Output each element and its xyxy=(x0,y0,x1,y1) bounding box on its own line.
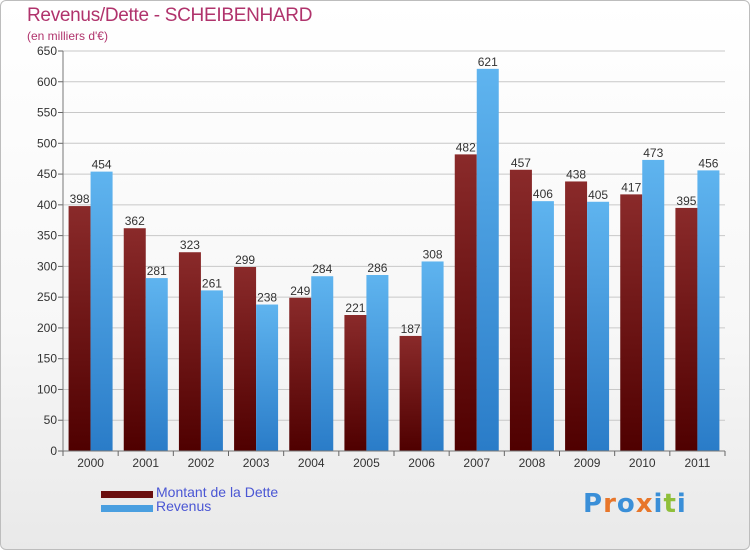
bar-debt xyxy=(565,181,588,451)
bar-debt xyxy=(344,315,367,451)
data-label-revenus: 281 xyxy=(147,264,167,278)
bar-debt xyxy=(123,228,146,451)
legend-label-revenus: Revenus xyxy=(156,498,212,514)
bar-revenus xyxy=(587,201,610,451)
bar-revenus xyxy=(421,261,444,451)
y-tick-label: 100 xyxy=(37,382,57,396)
bar-debt xyxy=(454,154,477,451)
x-tick-label: 2007 xyxy=(463,456,490,470)
bar-revenus xyxy=(311,276,334,451)
x-tick-label: 2003 xyxy=(243,456,270,470)
data-label-revenus: 454 xyxy=(92,158,112,172)
legend-swatch-revenus xyxy=(101,505,153,512)
y-tick-label: 150 xyxy=(37,352,57,366)
x-tick-label: 2011 xyxy=(685,456,711,470)
y-tick-label: 0 xyxy=(50,444,57,458)
data-label-debt: 417 xyxy=(621,180,641,194)
x-tick-label: 2002 xyxy=(188,456,215,470)
x-tick-label: 2004 xyxy=(298,456,325,470)
y-tick-label: 300 xyxy=(37,259,57,273)
y-tick-label: 250 xyxy=(37,290,57,304)
chart-title: Revenus/Dette - SCHEIBENHARD xyxy=(27,5,313,26)
data-label-revenus: 261 xyxy=(202,276,222,290)
data-label-revenus: 308 xyxy=(423,247,443,261)
logo-letter: r xyxy=(603,489,617,519)
bar-revenus xyxy=(531,201,554,451)
chart-subtitle: (en milliers d'€) xyxy=(27,29,108,43)
proxiti-logo: Proxiti xyxy=(583,489,687,519)
grid-layer xyxy=(58,50,725,452)
data-label-revenus: 405 xyxy=(588,188,608,202)
data-label-revenus: 238 xyxy=(257,291,277,305)
logo-letter: P xyxy=(583,489,604,519)
y-tick-label: 400 xyxy=(37,198,57,212)
x-tick-label: 2009 xyxy=(574,456,601,470)
logo-letter: i xyxy=(676,489,687,519)
x-tick-label: 2000 xyxy=(77,456,104,470)
data-label-debt: 249 xyxy=(290,284,310,298)
data-label-debt: 323 xyxy=(180,238,200,252)
logo-letter: o xyxy=(616,489,636,519)
bar-revenus xyxy=(145,278,168,451)
bar-debt xyxy=(289,297,312,451)
logo-letter: t xyxy=(663,489,677,519)
bar-revenus xyxy=(697,170,720,451)
data-label-debt: 395 xyxy=(676,194,696,208)
bar-revenus xyxy=(366,275,389,451)
y-tick-label: 350 xyxy=(37,229,57,243)
y-tick-label: 50 xyxy=(44,413,58,427)
axis-layer: 0 50 100 150 200 250 300 350 400 450 500 550 600 650 2… xyxy=(37,44,726,470)
data-label-revenus: 284 xyxy=(312,262,332,276)
bar-revenus xyxy=(642,159,665,451)
data-label-debt: 457 xyxy=(511,156,531,170)
data-label-revenus: 456 xyxy=(698,156,718,170)
data-label-revenus: 621 xyxy=(478,55,498,69)
data-label-revenus: 473 xyxy=(643,146,663,160)
data-label-debt: 299 xyxy=(235,253,255,267)
data-label-debt: 482 xyxy=(456,140,476,154)
bar-debt xyxy=(675,207,698,451)
y-tick-label: 650 xyxy=(37,44,57,58)
data-label-revenus: 286 xyxy=(367,261,387,275)
bar-revenus xyxy=(90,171,113,451)
bar-revenus xyxy=(256,304,279,451)
bar-debt xyxy=(68,206,91,451)
bar-revenus xyxy=(200,290,223,451)
bar-debt xyxy=(399,335,422,451)
data-label-debt: 438 xyxy=(566,167,586,181)
bar-debt xyxy=(509,169,532,451)
bar-revenus xyxy=(476,68,499,451)
legend-swatch-debt xyxy=(101,491,153,498)
data-label-revenus: 406 xyxy=(533,187,553,201)
data-label-debt: 221 xyxy=(345,301,365,315)
bars-layer xyxy=(68,68,720,451)
legend-label-debt: Montant de la Dette xyxy=(156,484,279,500)
x-tick-label: 2006 xyxy=(408,456,435,470)
x-tick-label: 2001 xyxy=(132,456,159,470)
y-tick-label: 550 xyxy=(37,106,57,120)
y-tick-label: 600 xyxy=(37,75,57,89)
data-label-debt: 187 xyxy=(401,322,421,336)
bar-debt xyxy=(234,267,257,451)
bar-debt xyxy=(178,252,201,451)
x-tick-label: 2010 xyxy=(629,456,656,470)
y-tick-label: 500 xyxy=(37,136,57,150)
x-tick-label: 2008 xyxy=(519,456,546,470)
logo-letter: i xyxy=(653,489,664,519)
x-tick-label: 2005 xyxy=(353,456,380,470)
bar-debt xyxy=(620,194,643,451)
logo-letter: x xyxy=(635,489,654,519)
data-label-debt: 398 xyxy=(70,192,90,206)
y-tick-label: 200 xyxy=(37,321,57,335)
data-label-debt: 362 xyxy=(125,214,145,228)
y-tick-label: 450 xyxy=(37,167,57,181)
